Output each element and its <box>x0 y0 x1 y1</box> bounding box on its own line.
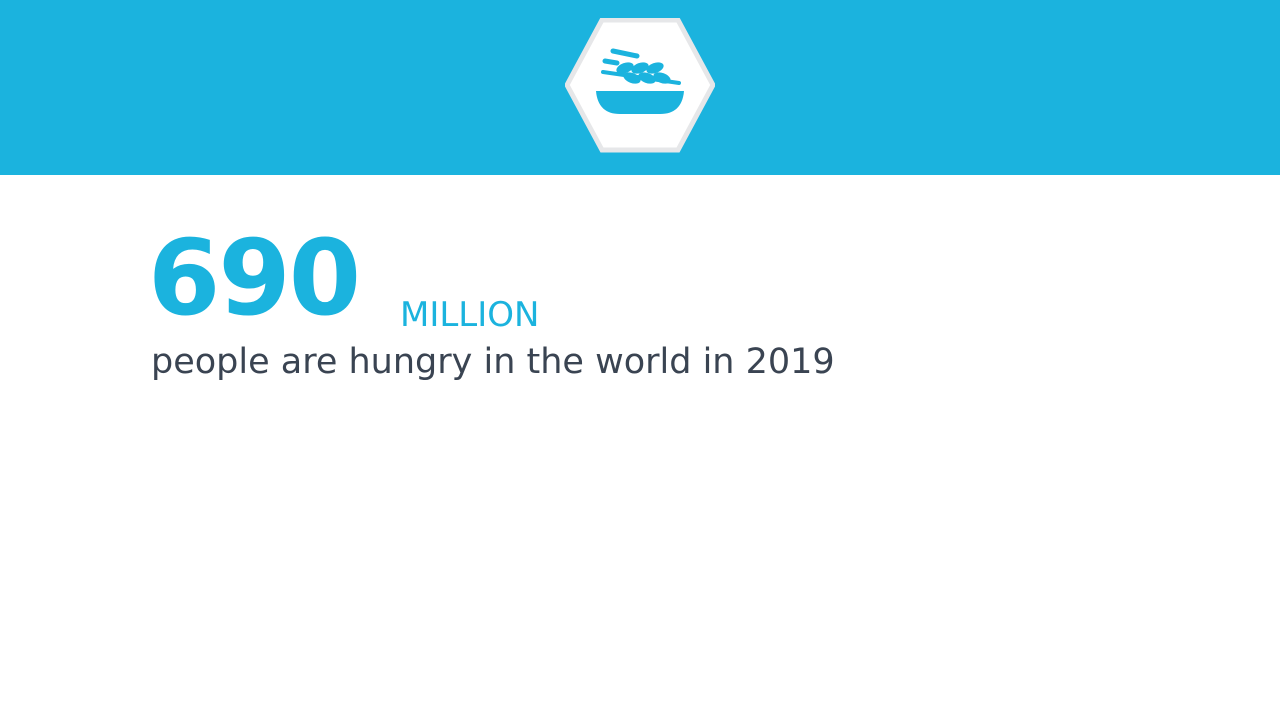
headline-number: 690 <box>148 217 361 339</box>
hexagon-badge <box>565 18 715 153</box>
headline-subtitle: people are hungry in the world in 2019 <box>151 342 835 382</box>
headline-unit: MILLION <box>400 295 540 335</box>
grain-bowl-icon <box>565 18 715 153</box>
header-band <box>0 0 1280 175</box>
